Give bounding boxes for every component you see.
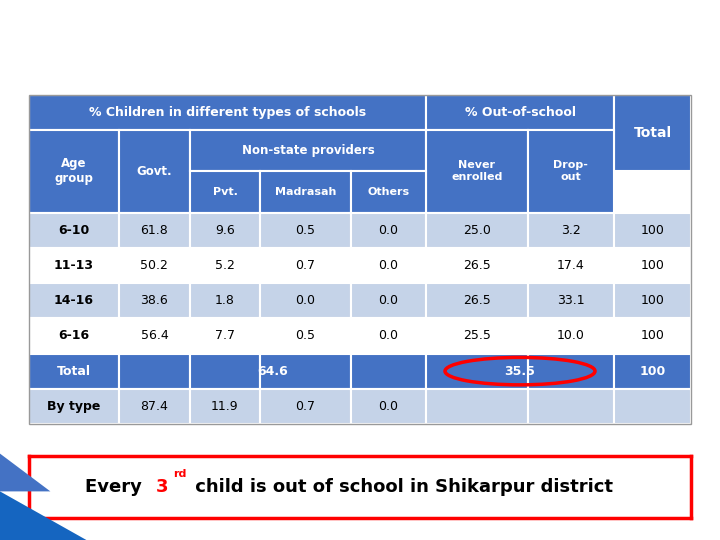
Text: 0.0: 0.0 bbox=[295, 294, 315, 307]
Text: 100: 100 bbox=[641, 329, 665, 342]
Text: Drop-
out: Drop- out bbox=[554, 160, 588, 182]
Text: 3.2: 3.2 bbox=[561, 224, 580, 237]
Text: 11-13: 11-13 bbox=[54, 259, 94, 272]
Text: Age
group: Age group bbox=[55, 157, 94, 185]
Text: 64.6: 64.6 bbox=[257, 364, 288, 377]
Text: 100: 100 bbox=[641, 294, 665, 307]
Text: Govt.: Govt. bbox=[137, 165, 172, 178]
Text: Madrasah: Madrasah bbox=[275, 187, 336, 197]
Text: 100: 100 bbox=[641, 224, 665, 237]
Text: 9.6: 9.6 bbox=[215, 224, 235, 237]
Text: 1.8: 1.8 bbox=[215, 294, 235, 307]
Text: 87.4: 87.4 bbox=[140, 400, 168, 413]
Text: Total: Total bbox=[57, 364, 91, 377]
Text: 0.0: 0.0 bbox=[379, 294, 398, 307]
Text: 25.0: 25.0 bbox=[463, 224, 491, 237]
Text: 14-16: 14-16 bbox=[54, 294, 94, 307]
Text: Total: Total bbox=[634, 126, 672, 140]
Text: By type: By type bbox=[48, 400, 101, 413]
Text: 61.8: 61.8 bbox=[140, 224, 168, 237]
Text: 3: 3 bbox=[156, 478, 168, 496]
Text: 0.5: 0.5 bbox=[295, 224, 315, 237]
Text: 0.0: 0.0 bbox=[379, 329, 398, 342]
Text: 0.0: 0.0 bbox=[379, 224, 398, 237]
Text: 0.0: 0.0 bbox=[379, 259, 398, 272]
Text: % Children in different types of schools: % Children in different types of schools bbox=[89, 106, 366, 119]
Text: 100: 100 bbox=[639, 364, 665, 377]
Text: 6-10: 6-10 bbox=[58, 224, 89, 237]
Text: Never
enrolled: Never enrolled bbox=[451, 160, 503, 182]
Text: 6-16: 6-16 bbox=[58, 329, 89, 342]
Text: 11.9: 11.9 bbox=[211, 400, 239, 413]
Text: Others: Others bbox=[367, 187, 410, 197]
Text: Enrollment in Shikarpur: Enrollment in Shikarpur bbox=[156, 44, 564, 72]
Text: 56.4: 56.4 bbox=[140, 329, 168, 342]
Text: 33.1: 33.1 bbox=[557, 294, 585, 307]
Text: 0.7: 0.7 bbox=[295, 259, 315, 272]
Text: 17.4: 17.4 bbox=[557, 259, 585, 272]
Text: 38.6: 38.6 bbox=[140, 294, 168, 307]
Text: 0.0: 0.0 bbox=[379, 400, 398, 413]
Text: 100: 100 bbox=[641, 259, 665, 272]
Text: child is out of school in Shikarpur district: child is out of school in Shikarpur dist… bbox=[189, 478, 613, 496]
Text: rd: rd bbox=[174, 469, 186, 478]
Text: 25.5: 25.5 bbox=[463, 329, 491, 342]
Text: 26.5: 26.5 bbox=[463, 259, 491, 272]
Text: Non-state providers: Non-state providers bbox=[242, 144, 374, 157]
Text: 7.7: 7.7 bbox=[215, 329, 235, 342]
Text: 50.2: 50.2 bbox=[140, 259, 168, 272]
Text: 10.0: 10.0 bbox=[557, 329, 585, 342]
Text: 0.5: 0.5 bbox=[295, 329, 315, 342]
Text: % Out-of-school: % Out-of-school bbox=[464, 106, 575, 119]
Text: 5.2: 5.2 bbox=[215, 259, 235, 272]
Text: 35.5: 35.5 bbox=[505, 364, 536, 377]
Text: Every: Every bbox=[85, 478, 148, 496]
Text: Pvt.: Pvt. bbox=[212, 187, 238, 197]
Text: 26.5: 26.5 bbox=[463, 294, 491, 307]
Text: 0.7: 0.7 bbox=[295, 400, 315, 413]
